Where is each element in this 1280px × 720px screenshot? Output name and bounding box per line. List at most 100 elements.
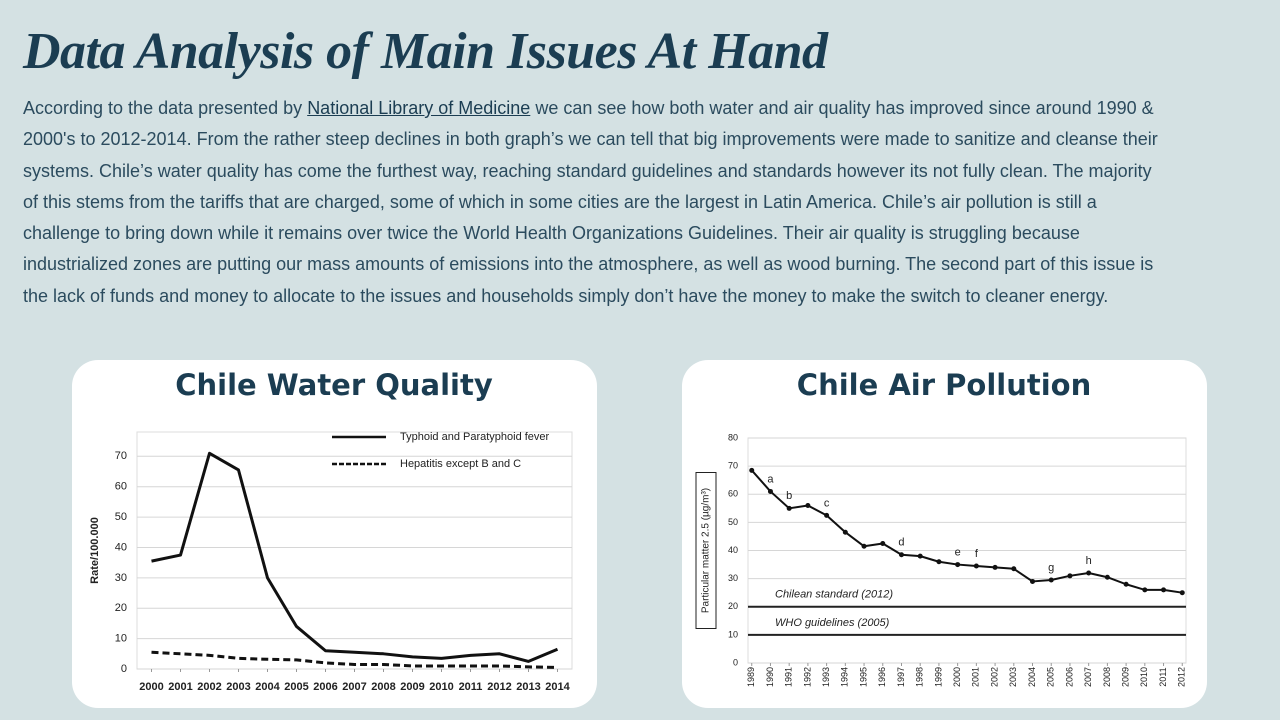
x-tick-label: 2000: [139, 681, 163, 693]
annotation: b: [786, 490, 792, 502]
legend-label: Typhoid and Paratyphoid fever: [400, 431, 550, 443]
x-tick-label: 2000: [952, 667, 962, 687]
annotation: e: [955, 546, 961, 558]
x-tick-label: 2004: [255, 681, 280, 693]
y-tick-label: 70: [728, 461, 738, 471]
y-tick-label: 0: [733, 657, 738, 667]
chart: Chile Air Pollution 0 10 20 30 40 50 60 70 80 1989…: [695, 368, 1187, 687]
x-tick-label: 1998: [915, 667, 925, 687]
point: [1011, 566, 1017, 572]
point: [936, 559, 942, 565]
point: [1123, 581, 1129, 587]
x-tick-label: 2006: [1064, 667, 1074, 687]
series-line: [151, 451, 559, 663]
x-tick-label: 2006: [313, 681, 337, 693]
page-title: Data Analysis of Main Issues At Hand: [23, 23, 828, 80]
reference-label: Chilean standard (2012): [775, 589, 893, 601]
x-tick-label: 2002: [197, 681, 221, 693]
x-tick-label: 2007: [342, 681, 366, 693]
point: [973, 563, 979, 569]
point: [1179, 590, 1185, 596]
x-tick-label: 2001: [971, 667, 981, 687]
x-tick-label: 1990: [765, 667, 775, 687]
y-tick-label: 60: [728, 489, 738, 499]
chart-title: Chile Air Pollution: [797, 368, 1091, 402]
text: According to the data presented by: [23, 98, 308, 118]
point: [1067, 573, 1073, 579]
x-tick-label: 1989: [746, 667, 756, 687]
point: [749, 467, 755, 473]
x-tick-label: 2013: [516, 681, 540, 693]
text: we can see how both water and air qualit…: [23, 98, 1158, 306]
y-tick-label: 80: [728, 432, 738, 442]
x-tick-label: 1999: [933, 667, 943, 687]
source-link[interactable]: National Library of Medicine: [307, 98, 531, 118]
point: [1104, 574, 1110, 580]
y-axis-label: Rate/100.000: [89, 517, 101, 584]
chart-card: Chile Air Pollution 0 10 20 30 40 50 60 70 80 1989…: [682, 360, 1207, 708]
point: [880, 540, 886, 546]
x-tick-label: 2005: [1046, 667, 1056, 687]
point: [898, 552, 904, 558]
annotation: g: [1048, 562, 1054, 574]
series-line: [151, 650, 558, 669]
point: [767, 488, 773, 494]
annotation: d: [898, 537, 904, 549]
x-tick-label: 1994: [840, 667, 850, 687]
x-tick-label: 2011: [1158, 667, 1168, 686]
x-tick-label: 2009: [1120, 667, 1130, 687]
point: [786, 505, 792, 511]
x-tick-label: 1997: [896, 667, 906, 687]
y-tick-label: 70: [115, 450, 127, 462]
point: [824, 512, 830, 518]
x-tick-label: 2011: [459, 681, 483, 693]
x-tick-label: 2012: [487, 681, 511, 693]
x-tick-label: 1996: [877, 667, 887, 687]
x-tick-label: 1991: [784, 667, 794, 687]
point: [842, 529, 848, 535]
point: [917, 553, 923, 559]
point: [992, 564, 998, 570]
x-tick-label: 2009: [400, 681, 424, 693]
x-tick-label: 2014: [545, 681, 570, 693]
y-tick-label: 10: [728, 629, 738, 639]
y-tick-label: 50: [115, 511, 127, 523]
ylabel-box: [695, 472, 717, 629]
x-tick-label: 2004: [1027, 667, 1037, 687]
point: [1086, 570, 1092, 576]
y-tick-label: 20: [728, 601, 738, 611]
y-tick-label: 60: [115, 481, 127, 493]
annotation: f: [975, 548, 979, 560]
x-tick-label: 2001: [168, 681, 192, 693]
x-tick-label: 2003: [226, 681, 250, 693]
point: [1030, 578, 1036, 584]
body-text: According to the data presented by Natio…: [23, 93, 1168, 312]
y-axis-label: Particular matter 2.5 (µg/m³): [701, 488, 712, 613]
y-tick-label: 10: [115, 633, 127, 645]
y-tick-label: 40: [115, 541, 127, 553]
chart: Chile Water Quality 0 10 20 30 40 50 60 70 2000 20…: [89, 368, 573, 693]
point: [805, 503, 811, 508]
annotation: a: [767, 473, 774, 485]
annotation: h: [1086, 555, 1092, 567]
chart-card: Chile Water Quality 0 10 20 30 40 50 60 70 2000 20…: [72, 360, 597, 708]
x-tick-label: 2008: [371, 681, 395, 693]
legend-label: Hepatitis except B and C: [400, 458, 521, 470]
x-tick-label: 2002: [989, 667, 999, 687]
x-tick-label: 2010: [1139, 667, 1149, 687]
y-tick-label: 30: [115, 572, 127, 584]
series-line: [750, 469, 1183, 594]
chart-title: Chile Water Quality: [175, 368, 493, 402]
x-tick-label: 2003: [1008, 667, 1018, 687]
point: [861, 543, 867, 549]
y-tick-label: 30: [728, 573, 738, 583]
x-tick-label: 2007: [1083, 667, 1093, 687]
point: [1048, 577, 1054, 583]
x-tick-label: 1995: [858, 667, 868, 687]
point: [955, 562, 961, 568]
y-tick-label: 20: [115, 602, 127, 614]
x-tick-label: 2008: [1102, 667, 1112, 687]
x-tick-label: 2005: [284, 681, 308, 693]
point: [1161, 587, 1167, 593]
